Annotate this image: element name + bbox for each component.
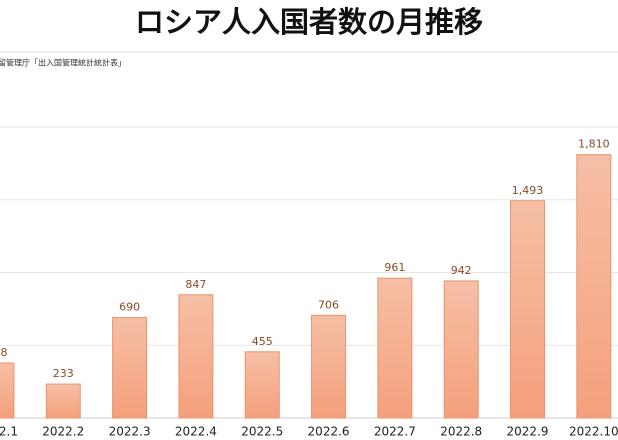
source: 在留管理庁「出入国管理統計統計表」	[0, 58, 126, 68]
value-label: 1,810	[578, 138, 610, 151]
bar	[443, 280, 479, 419]
bar	[178, 294, 214, 419]
value-label: 378	[0, 346, 7, 359]
x-tick-label: 2022.9	[507, 425, 549, 439]
x-tick-label: 2022.6	[308, 425, 350, 439]
value-label: 961	[384, 261, 405, 274]
bar	[510, 200, 546, 419]
bar	[0, 362, 15, 419]
x-tick-label: 2022.7	[374, 425, 416, 439]
x-tick-label: 2022.2	[42, 425, 84, 439]
bar	[112, 317, 148, 419]
chart-title: ロシア人入国者数の月推移	[135, 5, 483, 39]
bar	[45, 383, 81, 419]
x-tick-label: 2022.4	[175, 425, 217, 439]
bar	[377, 277, 413, 419]
x-tick-label: 2022.1	[0, 425, 18, 439]
bar	[576, 154, 612, 419]
x-tick-label: 2022.3	[109, 425, 151, 439]
value-label: 1,493	[512, 184, 544, 197]
value-label: 847	[185, 278, 206, 291]
value-label: 690	[119, 301, 140, 314]
x-tick-label: 2022.5	[241, 425, 283, 439]
x-tick-label: 2022.10	[569, 425, 618, 439]
value-label: 942	[451, 264, 472, 277]
bar	[311, 314, 347, 419]
bar	[244, 351, 280, 419]
value-label: 455	[252, 335, 273, 348]
value-label: 233	[53, 367, 74, 380]
value-label: 706	[318, 298, 339, 311]
x-tick-label: 2022.8	[440, 425, 482, 439]
